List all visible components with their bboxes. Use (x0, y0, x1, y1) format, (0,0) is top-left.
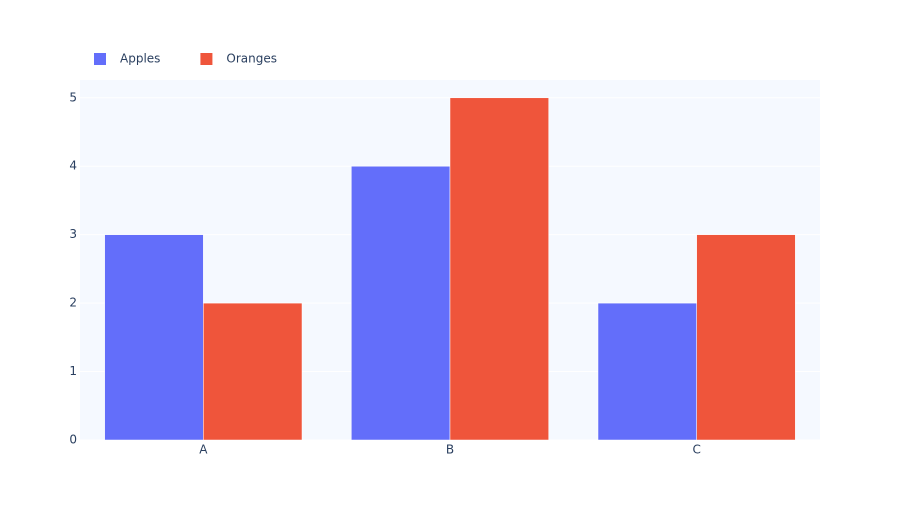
x-tick-label: C (692, 443, 700, 457)
x-tick-label: B (446, 443, 454, 457)
legend-label[interactable]: Oranges (226, 52, 277, 66)
bar (104, 234, 204, 441)
y-tick-label: 2 (69, 296, 77, 310)
legend-swatch[interactable] (200, 53, 213, 65)
x-tick-label: A (199, 443, 208, 457)
legend-swatch[interactable] (94, 53, 106, 65)
bar (696, 234, 796, 441)
y-tick-label: 1 (69, 364, 77, 378)
bar (203, 302, 303, 441)
bar (449, 97, 549, 441)
y-tick-label: 4 (69, 159, 77, 173)
y-tick-label: 0 (69, 433, 77, 447)
legend-label[interactable]: Apples (120, 52, 160, 66)
bar (351, 165, 451, 441)
bar (597, 302, 697, 441)
y-tick-label: 3 (69, 227, 77, 241)
y-tick-label: 5 (69, 90, 77, 104)
